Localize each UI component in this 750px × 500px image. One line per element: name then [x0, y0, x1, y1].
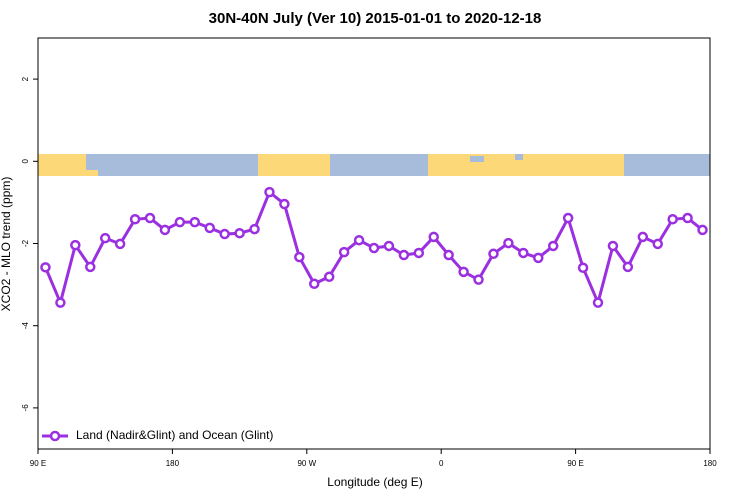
x-tick-label: 180 — [703, 459, 717, 468]
point — [204, 222, 215, 234]
x-tick-label: 90 E — [567, 459, 583, 468]
point — [577, 262, 589, 273]
point — [249, 223, 260, 235]
chart-title: 30N-40N July (Ver 10) 2015-01-01 to 2020… — [209, 10, 542, 27]
point — [323, 271, 335, 283]
land-ocean-strip — [38, 154, 710, 176]
point — [637, 231, 649, 243]
point — [368, 242, 380, 254]
point — [55, 297, 66, 308]
point — [353, 234, 365, 246]
point — [473, 274, 484, 285]
point — [279, 198, 290, 210]
point — [70, 239, 81, 251]
x-tick-label: 90 E — [30, 459, 46, 468]
point — [144, 212, 156, 224]
point — [189, 216, 201, 228]
land — [86, 170, 98, 176]
point — [40, 262, 51, 273]
point — [264, 186, 275, 198]
y-tick-label: 2 — [21, 76, 30, 81]
point — [159, 224, 171, 236]
x-tick-label: 180 — [166, 459, 180, 468]
point — [547, 240, 559, 252]
y-axis-label: XCO2 - MLO trend (ppm) — [0, 177, 13, 312]
point — [562, 212, 574, 224]
point — [697, 224, 708, 236]
ocean — [470, 156, 484, 162]
point — [428, 231, 439, 243]
y-tick-label: -2 — [21, 239, 30, 247]
point — [234, 227, 245, 239]
point — [667, 214, 678, 225]
point — [309, 278, 320, 290]
land — [258, 154, 330, 176]
point — [99, 232, 111, 244]
point — [398, 249, 410, 261]
point — [458, 266, 469, 278]
point — [85, 261, 96, 273]
x-tick-label: 0 — [439, 459, 444, 468]
point — [383, 240, 395, 252]
point — [518, 247, 529, 259]
point — [682, 212, 693, 224]
point — [622, 261, 634, 273]
point — [129, 214, 141, 225]
point — [338, 246, 350, 258]
point — [592, 297, 604, 308]
legend-label: Land (Nadir&Glint) and Ocean (Glint) — [76, 428, 273, 442]
land — [38, 154, 86, 176]
land — [428, 154, 624, 176]
point — [443, 249, 454, 261]
point — [607, 240, 619, 252]
point — [533, 252, 544, 264]
point — [413, 247, 425, 259]
point — [174, 216, 186, 228]
point — [294, 251, 305, 263]
x-tick-label: 90 W — [297, 459, 316, 468]
point — [219, 228, 230, 240]
point — [488, 248, 499, 260]
point — [114, 238, 126, 250]
legend-marker — [49, 430, 61, 442]
y-tick-label: 0 — [21, 159, 30, 164]
point — [652, 238, 663, 250]
y-tick-label: -4 — [21, 322, 30, 330]
y-tick-label: -6 — [21, 404, 30, 412]
x-axis-label: Longitude (deg E) — [327, 475, 422, 489]
ocean — [515, 154, 523, 160]
point — [503, 237, 514, 249]
